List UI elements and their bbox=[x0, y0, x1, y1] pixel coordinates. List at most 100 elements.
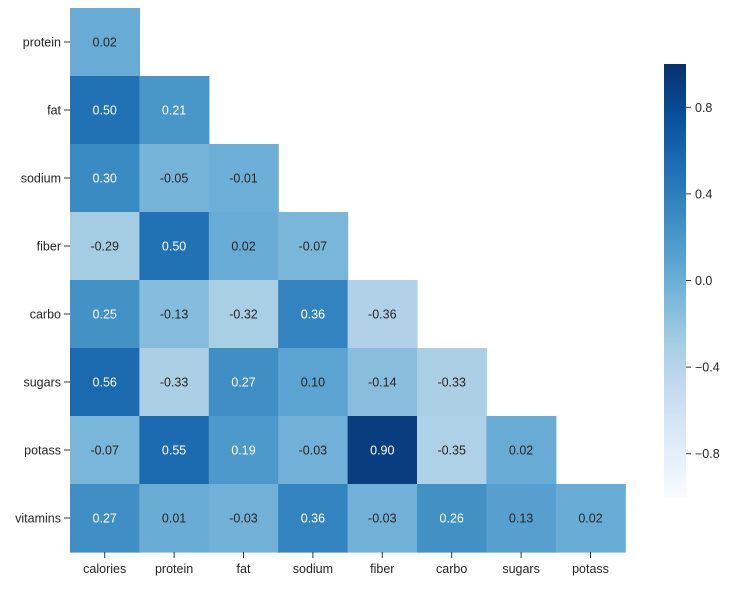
heatmap-cell-vitamins-calories bbox=[70, 484, 140, 553]
heatmap-cell-sodium-fat bbox=[208, 144, 279, 213]
x-tick-label-sugars: sugars bbox=[502, 562, 540, 576]
x-tick-label-protein: protein bbox=[155, 562, 193, 576]
cell-value-vitamins-protein: 0.01 bbox=[162, 512, 186, 526]
cell-value-potass-fat: 0.19 bbox=[231, 444, 255, 458]
cell-value-carbo-sodium: 0.36 bbox=[301, 308, 325, 322]
colorbar-tick-label: 0.4 bbox=[695, 187, 712, 201]
heatmap-cells bbox=[70, 8, 626, 553]
x-tick-label-fiber: fiber bbox=[370, 562, 394, 576]
colorbar-gradient bbox=[664, 64, 686, 497]
cell-value-potass-calories: -0.07 bbox=[90, 444, 119, 458]
y-tick-label-carbo: carbo bbox=[30, 308, 61, 322]
cell-value-vitamins-calories: 0.27 bbox=[93, 512, 117, 526]
cell-value-vitamins-fiber: -0.03 bbox=[368, 512, 397, 526]
heatmap-cell-vitamins-fiber bbox=[347, 484, 418, 553]
cell-value-fiber-protein: 0.50 bbox=[162, 240, 186, 254]
colorbar-tick-label: 0.8 bbox=[695, 101, 712, 115]
y-tick-label-fiber: fiber bbox=[37, 240, 61, 254]
cell-value-carbo-calories: 0.25 bbox=[93, 308, 117, 322]
heatmap-cell-vitamins-potass bbox=[555, 484, 626, 553]
cell-value-sodium-protein: -0.05 bbox=[160, 172, 189, 186]
x-tick-label-potass: potass bbox=[572, 562, 609, 576]
cell-value-fat-protein: 0.21 bbox=[162, 104, 186, 118]
heatmap-cell-protein-calories bbox=[70, 8, 140, 77]
cell-value-potass-sodium: -0.03 bbox=[299, 444, 328, 458]
x-tick-label-fat: fat bbox=[237, 562, 251, 576]
cell-value-sodium-fat: -0.01 bbox=[229, 172, 258, 186]
y-tick-label-sugars: sugars bbox=[23, 376, 61, 390]
heatmap-cell-sodium-protein bbox=[139, 144, 210, 213]
heatmap-cell-potass-protein bbox=[139, 416, 210, 485]
heatmap-cell-carbo-sodium bbox=[278, 280, 349, 349]
y-axis: protein fat sodium fiber carbo sugars potass vi… bbox=[15, 36, 70, 526]
cell-value-fat-calories: 0.50 bbox=[93, 104, 117, 118]
y-tick-label-vitamins: vitamins bbox=[15, 512, 61, 526]
heatmap-cell-vitamins-sodium bbox=[278, 484, 349, 553]
heatmap-cell-fiber-sodium bbox=[278, 212, 349, 281]
cell-value-sugars-calories: 0.56 bbox=[93, 376, 117, 390]
heatmap-cell-vitamins-carbo bbox=[417, 484, 487, 553]
cell-value-carbo-protein: -0.13 bbox=[160, 308, 189, 322]
heatmap-cell-potass-fiber bbox=[347, 416, 418, 485]
heatmap-cell-potass-sodium bbox=[278, 416, 349, 485]
cell-value-carbo-fiber: -0.36 bbox=[368, 308, 397, 322]
heatmap-cell-fiber-fat bbox=[208, 212, 279, 281]
cell-value-fiber-sodium: -0.07 bbox=[299, 240, 328, 254]
heatmap-cell-sodium-calories bbox=[70, 144, 140, 213]
heatmap-cell-carbo-fat bbox=[208, 280, 279, 349]
cell-value-potass-sugars: 0.02 bbox=[509, 444, 533, 458]
heatmap-cell-carbo-calories bbox=[70, 280, 140, 349]
heatmap-cell-sugars-protein bbox=[139, 348, 210, 417]
cell-value-carbo-fat: -0.32 bbox=[229, 308, 258, 322]
heatmap-cell-sugars-fat bbox=[208, 348, 279, 417]
y-tick-label-sodium: sodium bbox=[21, 172, 61, 186]
heatmap-cell-potass-carbo bbox=[417, 416, 487, 485]
heatmap-cell-potass-sugars bbox=[486, 416, 557, 485]
colorbar-tick-label: −0.4 bbox=[695, 361, 720, 375]
heatmap-cell-vitamins-protein bbox=[139, 484, 210, 553]
colorbar-tick-label: 0.0 bbox=[695, 274, 712, 288]
cell-value-protein-calories: 0.02 bbox=[93, 36, 117, 50]
x-tick-label-sodium: sodium bbox=[293, 562, 333, 576]
heatmap-cell-fat-protein bbox=[139, 76, 210, 145]
cell-value-sugars-sodium: 0.10 bbox=[301, 376, 325, 390]
colorbar: 0.8 0.4 0.0 −0.4 −0.8 bbox=[664, 64, 720, 497]
cell-value-sugars-protein: -0.33 bbox=[160, 376, 189, 390]
heatmap-cell-fiber-calories bbox=[70, 212, 140, 281]
cell-value-fiber-fat: 0.02 bbox=[231, 240, 255, 254]
heatmap-cell-carbo-protein bbox=[139, 280, 210, 349]
heatmap-cell-vitamins-sugars bbox=[486, 484, 557, 553]
x-tick-label-carbo: carbo bbox=[436, 562, 467, 576]
cell-value-fiber-calories: -0.29 bbox=[90, 240, 119, 254]
cell-value-sodium-calories: 0.30 bbox=[93, 172, 117, 186]
cell-value-sugars-fiber: -0.14 bbox=[368, 376, 397, 390]
y-tick-label-protein: protein bbox=[23, 36, 61, 50]
cell-value-vitamins-sodium: 0.36 bbox=[301, 512, 325, 526]
y-tick-label-potass: potass bbox=[24, 444, 61, 458]
heatmap-cell-sugars-calories bbox=[70, 348, 140, 417]
y-tick-label-fat: fat bbox=[47, 104, 61, 118]
cell-value-sugars-fat: 0.27 bbox=[231, 376, 255, 390]
heatmap-cell-sugars-sodium bbox=[278, 348, 349, 417]
cell-annotations: 0.02 0.50 0.21 0.30 -0.05 -0.01 -0.29 0.50 0.02 -… bbox=[90, 36, 602, 526]
cell-value-sugars-carbo: -0.33 bbox=[437, 376, 466, 390]
cell-value-vitamins-potass: 0.02 bbox=[578, 512, 602, 526]
heatmap-cell-fiber-protein bbox=[139, 212, 210, 281]
cell-value-potass-carbo: -0.35 bbox=[437, 444, 466, 458]
heatmap-cell-carbo-fiber bbox=[347, 280, 418, 349]
colorbar-tick-label: −0.8 bbox=[695, 447, 720, 461]
cell-value-potass-protein: 0.55 bbox=[162, 444, 186, 458]
heatmap-cell-sugars-fiber bbox=[347, 348, 418, 417]
cell-value-potass-fiber: 0.90 bbox=[370, 444, 394, 458]
heatmap-cell-vitamins-fat bbox=[208, 484, 279, 553]
heatmap-cell-fat-calories bbox=[70, 76, 140, 145]
cell-value-vitamins-fat: -0.03 bbox=[229, 512, 258, 526]
x-tick-label-calories: calories bbox=[83, 562, 126, 576]
heatmap-cell-potass-calories bbox=[70, 416, 140, 485]
x-axis: calories protein fat sodium fiber carbo sugars… bbox=[83, 552, 609, 576]
cell-value-vitamins-sugars: 0.13 bbox=[509, 512, 533, 526]
cell-value-vitamins-carbo: 0.26 bbox=[440, 512, 464, 526]
heatmap-cell-sugars-carbo bbox=[417, 348, 487, 417]
heatmap-cell-potass-fat bbox=[208, 416, 279, 485]
